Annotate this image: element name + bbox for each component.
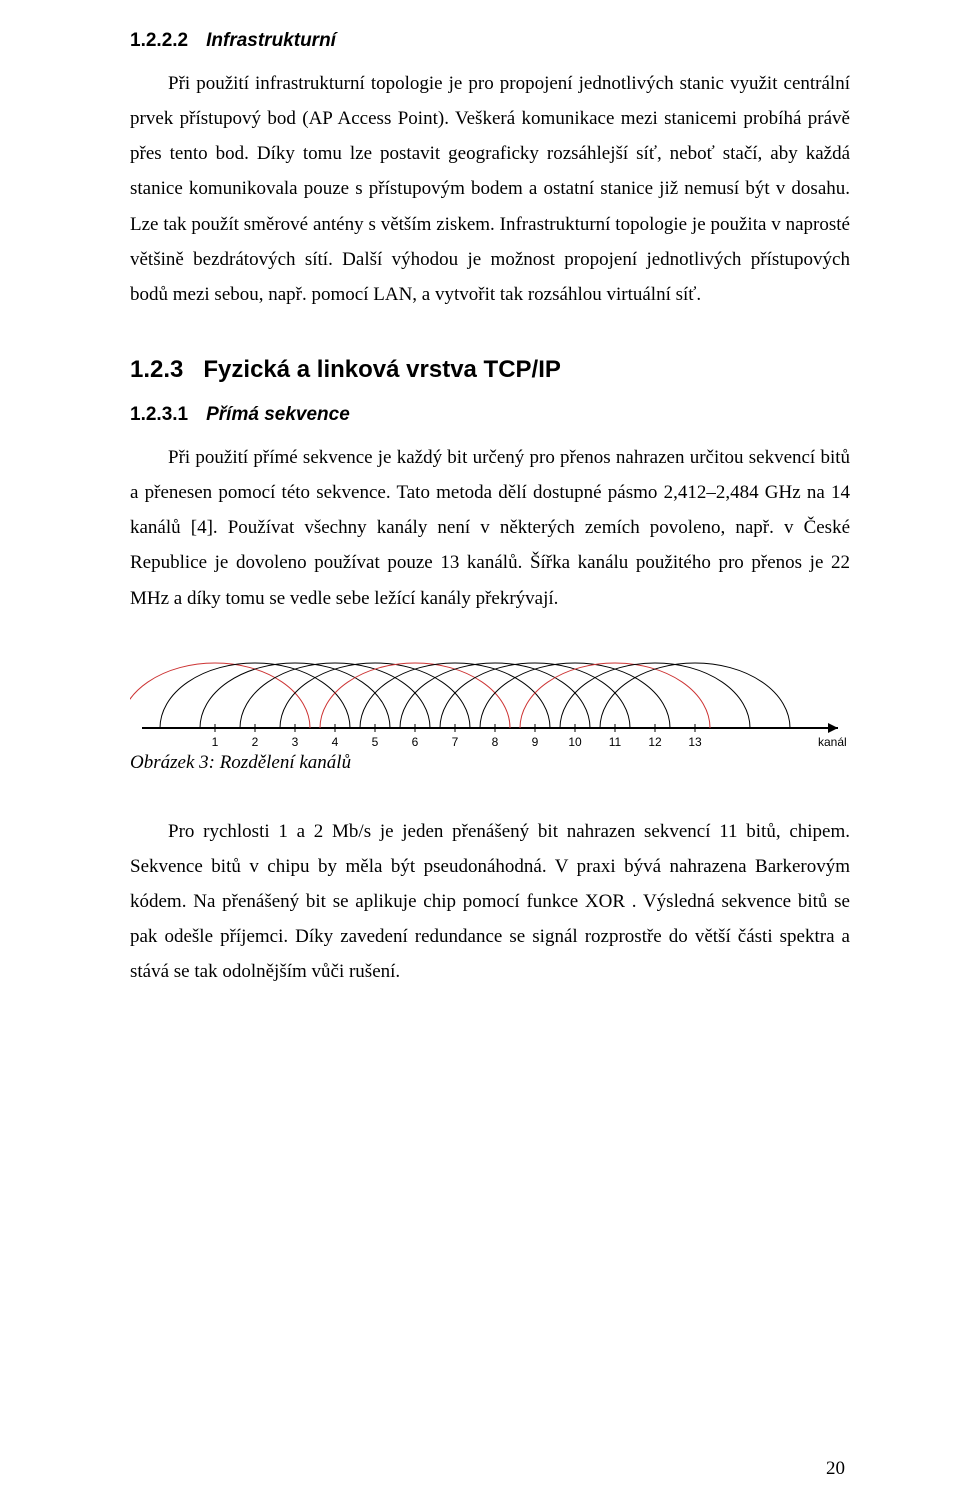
heading-1222-title: Infrastrukturní [206,30,336,51]
svg-text:1: 1 [212,735,219,748]
para-1222: Při použití infrastrukturní topologie je… [130,66,850,312]
heading-123-number: 1.2.3 [130,356,183,383]
svg-text:11: 11 [609,735,622,748]
svg-text:8: 8 [492,735,499,748]
heading-1222: 1.2.2.2 Infrastrukturní [130,30,850,52]
svg-text:10: 10 [568,735,582,748]
svg-text:4: 4 [332,735,339,748]
svg-text:3: 3 [292,735,299,748]
page: 1.2.2.2 Infrastrukturní Při použití infra… [0,0,960,1510]
heading-1222-number: 1.2.2.2 [130,30,188,51]
channel-diagram-svg: 12345678910111213kanál [130,638,850,748]
heading-123-title: Fyzická a linková vrstva TCP/IP [203,356,561,383]
para-after-figure: Pro rychlosti 1 a 2 Mb/s je jeden přenáš… [130,814,850,990]
para-1231: Při použití přímé sekvence je každý bit … [130,440,850,616]
heading-1231: 1.2.3.1 Přímá sekvence [130,404,850,426]
figure-caption: Obrázek 3: Rozdělení kanálů [130,752,850,774]
svg-text:7: 7 [452,735,459,748]
svg-text:kanál: kanál [818,735,847,748]
heading-1231-number: 1.2.3.1 [130,404,188,425]
svg-text:6: 6 [412,735,419,748]
heading-123: 1.2.3 Fyzická a linková vrstva TCP/IP [130,356,850,384]
heading-1231-title: Přímá sekvence [206,404,350,425]
svg-text:12: 12 [648,735,662,748]
svg-text:9: 9 [532,735,539,748]
figure-channels: 12345678910111213kanál Obrázek 3: Rozděl… [130,638,850,774]
page-number: 20 [826,1458,845,1480]
svg-text:2: 2 [252,735,259,748]
svg-text:13: 13 [688,735,702,748]
svg-text:5: 5 [372,735,379,748]
